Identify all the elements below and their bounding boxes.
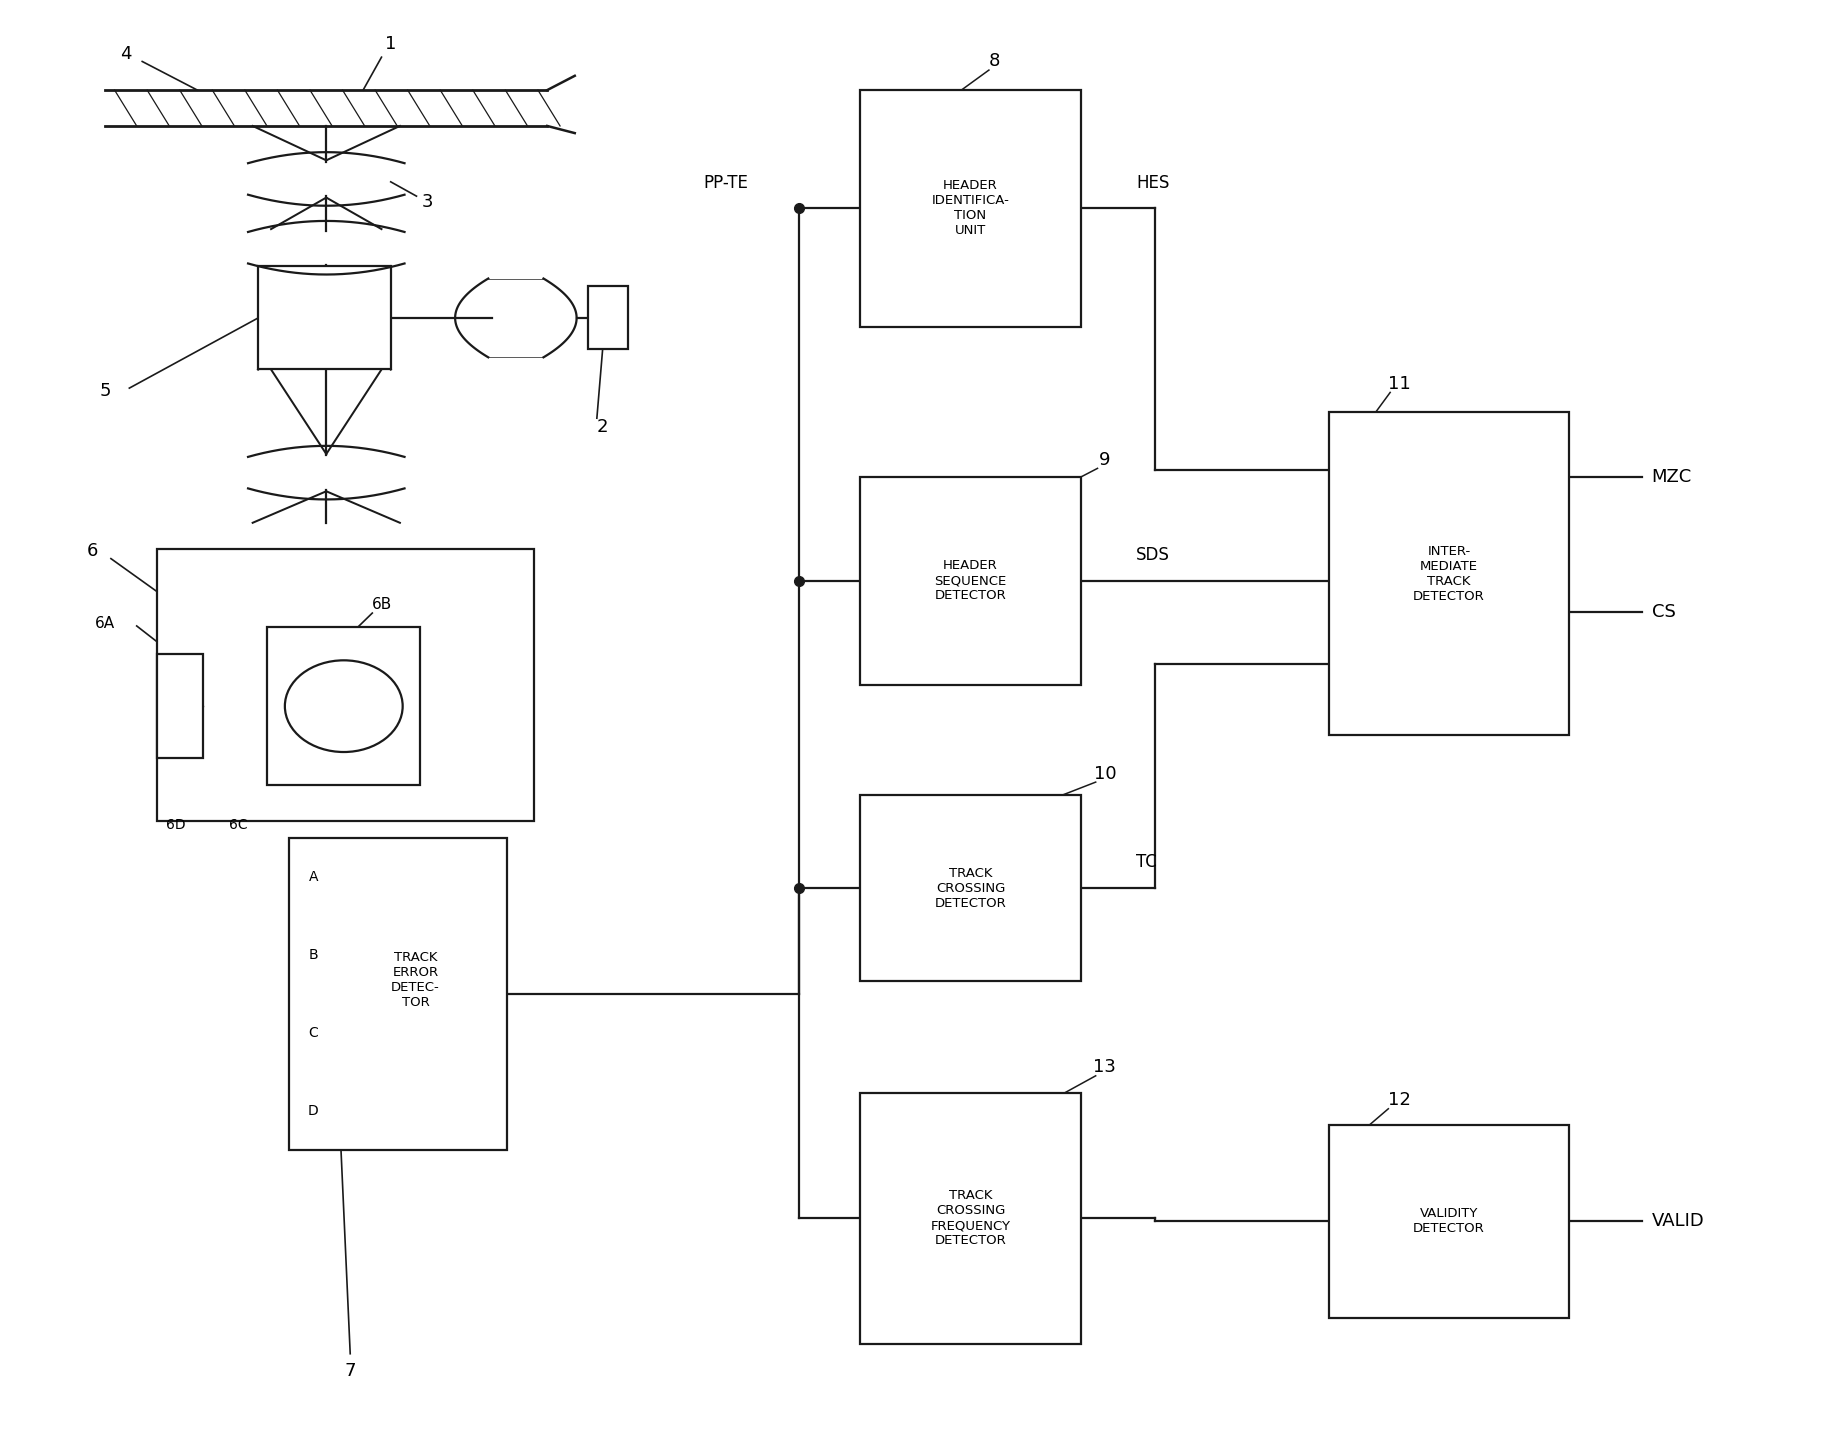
Text: 6C: 6C bbox=[229, 818, 248, 831]
Bar bbox=[588, 287, 628, 349]
Bar bbox=[157, 549, 534, 821]
Text: 10: 10 bbox=[1092, 765, 1116, 782]
Text: 4: 4 bbox=[120, 45, 131, 63]
Text: 1: 1 bbox=[384, 35, 395, 53]
Text: D: D bbox=[309, 1104, 318, 1118]
Text: 6B: 6B bbox=[371, 597, 392, 612]
Bar bbox=[1329, 412, 1567, 735]
Bar bbox=[268, 627, 419, 785]
Text: VALIDITY
DETECTOR: VALIDITY DETECTOR bbox=[1412, 1208, 1484, 1235]
Text: 5: 5 bbox=[100, 382, 111, 401]
Text: 2: 2 bbox=[597, 418, 608, 435]
Text: 3: 3 bbox=[421, 193, 432, 210]
Text: 12: 12 bbox=[1388, 1091, 1410, 1110]
Text: 13: 13 bbox=[1092, 1058, 1116, 1076]
Text: TRACK
CROSSING
FREQUENCY
DETECTOR: TRACK CROSSING FREQUENCY DETECTOR bbox=[930, 1189, 1011, 1248]
Text: CS: CS bbox=[1650, 604, 1674, 621]
Text: 7: 7 bbox=[344, 1362, 357, 1380]
Text: PP-TE: PP-TE bbox=[704, 173, 748, 192]
Text: HEADER
SEQUENCE
DETECTOR: HEADER SEQUENCE DETECTOR bbox=[933, 559, 1005, 602]
Text: 6D: 6D bbox=[166, 818, 185, 831]
Text: 6: 6 bbox=[87, 542, 98, 561]
Bar bbox=[290, 839, 506, 1150]
Text: HES: HES bbox=[1135, 173, 1170, 192]
Bar bbox=[259, 267, 390, 369]
Text: C: C bbox=[309, 1026, 318, 1040]
Bar bbox=[157, 654, 203, 758]
Text: 6A: 6A bbox=[96, 615, 115, 631]
Text: TRACK
CROSSING
DETECTOR: TRACK CROSSING DETECTOR bbox=[933, 866, 1005, 909]
Text: HEADER
IDENTIFICA-
TION
UNIT: HEADER IDENTIFICA- TION UNIT bbox=[931, 179, 1009, 238]
Text: VALID: VALID bbox=[1650, 1212, 1704, 1231]
Text: 9: 9 bbox=[1098, 451, 1111, 468]
Text: MZC: MZC bbox=[1650, 468, 1691, 486]
Text: A: A bbox=[309, 870, 318, 883]
Bar bbox=[859, 1092, 1081, 1343]
Text: SDS: SDS bbox=[1135, 546, 1170, 563]
Text: B: B bbox=[309, 948, 318, 963]
Bar bbox=[1329, 1124, 1567, 1319]
Bar bbox=[859, 477, 1081, 684]
Text: TRACK
ERROR
DETEC-
TOR: TRACK ERROR DETEC- TOR bbox=[392, 951, 440, 1009]
Text: INTER-
MEDIATE
TRACK
DETECTOR: INTER- MEDIATE TRACK DETECTOR bbox=[1412, 545, 1484, 602]
Bar bbox=[859, 795, 1081, 981]
Bar bbox=[859, 91, 1081, 327]
Text: TC: TC bbox=[1135, 853, 1157, 872]
Text: 11: 11 bbox=[1388, 375, 1410, 393]
Text: 8: 8 bbox=[989, 52, 1000, 71]
